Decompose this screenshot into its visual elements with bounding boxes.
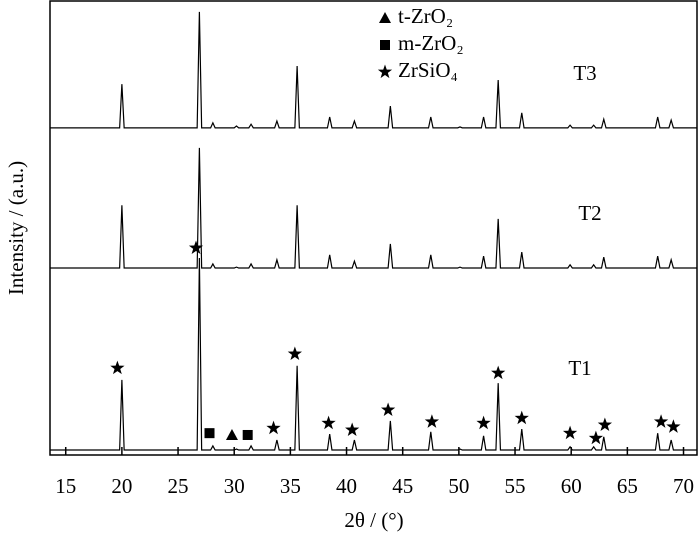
marker-star <box>514 410 529 425</box>
marker-star <box>653 414 669 428</box>
marker-triangle <box>225 428 238 440</box>
series-label: T1 <box>568 356 591 380</box>
x-axis-label: 2θ / (°) <box>344 508 403 532</box>
x-tick-label: 55 <box>505 474 526 498</box>
x-tick-label: 50 <box>448 474 469 498</box>
x-tick-label: 45 <box>392 474 413 498</box>
x-tick-label: 30 <box>224 474 245 498</box>
x-tick-label: 15 <box>55 474 76 498</box>
marker-triangle <box>379 12 391 23</box>
x-tick-label: 40 <box>336 474 357 498</box>
y-axis-label: Intensity / (a.u.) <box>4 161 28 295</box>
marker-star <box>377 64 393 79</box>
legend-label: t-ZrO₂ <box>398 4 453 28</box>
spectrum-line <box>50 147 697 269</box>
x-tick-label: 65 <box>617 474 638 498</box>
marker-star <box>666 419 681 433</box>
marker-star <box>287 346 302 361</box>
plot-frame <box>49 0 698 456</box>
marker-square <box>242 429 253 440</box>
x-tick-label: 70 <box>673 474 694 498</box>
marker-star <box>562 425 578 440</box>
marker-star <box>345 422 360 437</box>
marker-star <box>380 402 396 417</box>
marker-square <box>204 428 215 439</box>
spectrum-line <box>50 257 697 451</box>
marker-star <box>110 360 125 375</box>
legend-label: ZrSiO₄ <box>398 58 458 82</box>
x-tick-label: 25 <box>168 474 189 498</box>
marker-star <box>588 430 604 445</box>
marker-square <box>380 40 390 50</box>
marker-star <box>597 417 613 432</box>
x-tick-label: 20 <box>111 474 132 498</box>
marker-star <box>321 415 336 430</box>
marker-star <box>491 365 506 380</box>
series-label: T3 <box>573 61 596 85</box>
x-tick-label: 35 <box>280 474 301 498</box>
spectrum-line <box>50 11 697 129</box>
marker-star <box>424 414 440 428</box>
series-label: T2 <box>578 201 601 225</box>
marker-star <box>266 420 281 435</box>
legend-label: m-ZrO₂ <box>398 31 464 55</box>
marker-star <box>188 240 204 255</box>
marker-star <box>476 415 491 430</box>
x-tick-label: 60 <box>561 474 582 498</box>
